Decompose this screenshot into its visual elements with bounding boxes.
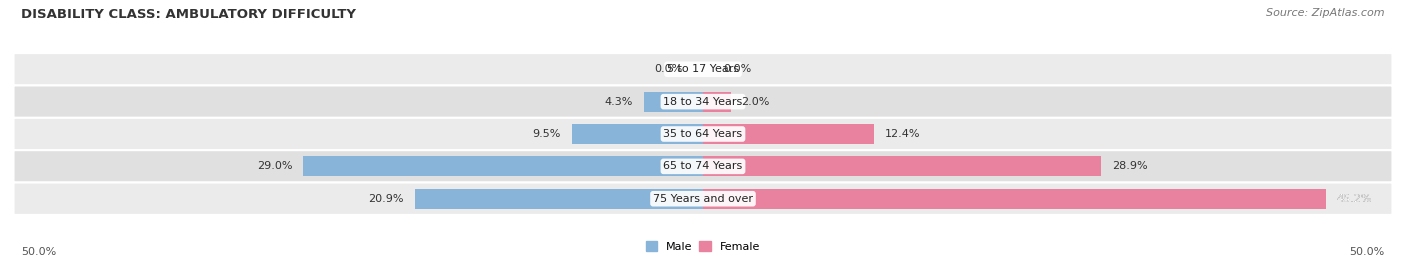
Text: 28.9%: 28.9% bbox=[1112, 161, 1147, 171]
Text: 18 to 34 Years: 18 to 34 Years bbox=[664, 97, 742, 107]
Bar bbox=[415, 189, 703, 209]
FancyBboxPatch shape bbox=[14, 183, 1392, 215]
Text: 0.0%: 0.0% bbox=[654, 64, 682, 74]
Text: 45.2%: 45.2% bbox=[1337, 194, 1372, 204]
Bar bbox=[304, 156, 703, 176]
Text: 12.4%: 12.4% bbox=[884, 129, 921, 139]
Text: 5 to 17 Years: 5 to 17 Years bbox=[666, 64, 740, 74]
Text: 50.0%: 50.0% bbox=[1350, 247, 1385, 257]
FancyBboxPatch shape bbox=[14, 85, 1392, 118]
Text: 0.0%: 0.0% bbox=[724, 64, 752, 74]
Bar bbox=[644, 92, 703, 112]
Bar bbox=[703, 189, 1326, 209]
Text: DISABILITY CLASS: AMBULATORY DIFFICULTY: DISABILITY CLASS: AMBULATORY DIFFICULTY bbox=[21, 8, 356, 21]
Text: 75 Years and over: 75 Years and over bbox=[652, 194, 754, 204]
Text: 65 to 74 Years: 65 to 74 Years bbox=[664, 161, 742, 171]
Text: 29.0%: 29.0% bbox=[257, 161, 292, 171]
Text: Source: ZipAtlas.com: Source: ZipAtlas.com bbox=[1267, 8, 1385, 18]
Text: 45.2%: 45.2% bbox=[1337, 194, 1372, 204]
Bar bbox=[572, 124, 703, 144]
Text: 20.9%: 20.9% bbox=[368, 194, 404, 204]
FancyBboxPatch shape bbox=[14, 150, 1392, 183]
FancyBboxPatch shape bbox=[14, 118, 1392, 150]
Text: 9.5%: 9.5% bbox=[533, 129, 561, 139]
Text: 50.0%: 50.0% bbox=[21, 247, 56, 257]
Bar bbox=[703, 92, 731, 112]
Text: 35 to 64 Years: 35 to 64 Years bbox=[664, 129, 742, 139]
Bar bbox=[703, 124, 875, 144]
Legend: Male, Female: Male, Female bbox=[647, 241, 759, 252]
Bar bbox=[703, 156, 1101, 176]
Text: 2.0%: 2.0% bbox=[741, 97, 770, 107]
FancyBboxPatch shape bbox=[14, 53, 1392, 85]
Text: 4.3%: 4.3% bbox=[605, 97, 633, 107]
